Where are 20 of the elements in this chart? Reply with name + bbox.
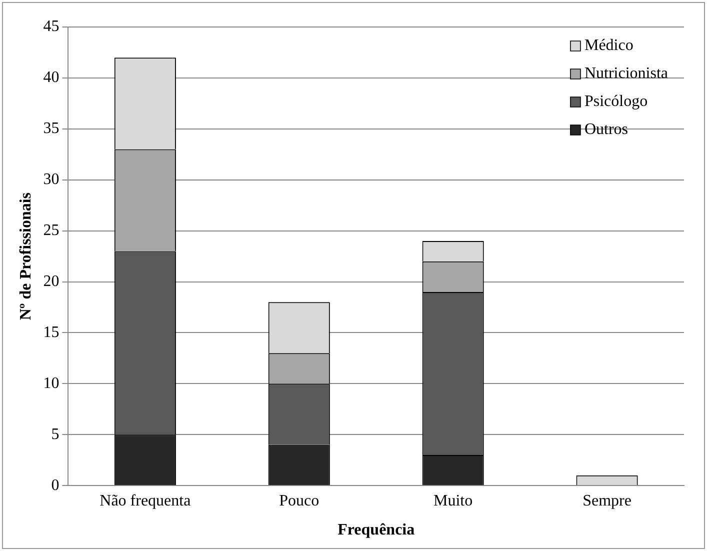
x-tick-label: Sempre bbox=[582, 492, 632, 510]
x-tick-label: Muito bbox=[434, 492, 473, 510]
x-axis-title: Frequência bbox=[338, 522, 415, 539]
x-tick-label: Pouco bbox=[279, 492, 320, 510]
legend-label: Nutricionista bbox=[584, 65, 668, 82]
legend-label: Médico bbox=[584, 37, 634, 54]
x-tick-label: Não frequenta bbox=[100, 492, 191, 510]
y-tick-label: 10 bbox=[43, 374, 60, 392]
y-tick-label: 45 bbox=[43, 18, 60, 36]
legend-label: Outros bbox=[584, 121, 628, 138]
legend-label: Psicólogo bbox=[584, 93, 648, 110]
y-tick-label: 35 bbox=[43, 120, 60, 138]
y-tick-label: 25 bbox=[43, 222, 60, 240]
y-tick-label: 0 bbox=[51, 476, 60, 494]
y-tick-label: 5 bbox=[51, 426, 60, 443]
y-tick-label: 30 bbox=[43, 171, 60, 188]
y-tick-label: 20 bbox=[43, 272, 60, 290]
y-axis-title: Nº de Profissionais bbox=[18, 192, 35, 320]
y-tick-label: 15 bbox=[43, 324, 60, 341]
y-tick-label: 40 bbox=[43, 69, 60, 86]
